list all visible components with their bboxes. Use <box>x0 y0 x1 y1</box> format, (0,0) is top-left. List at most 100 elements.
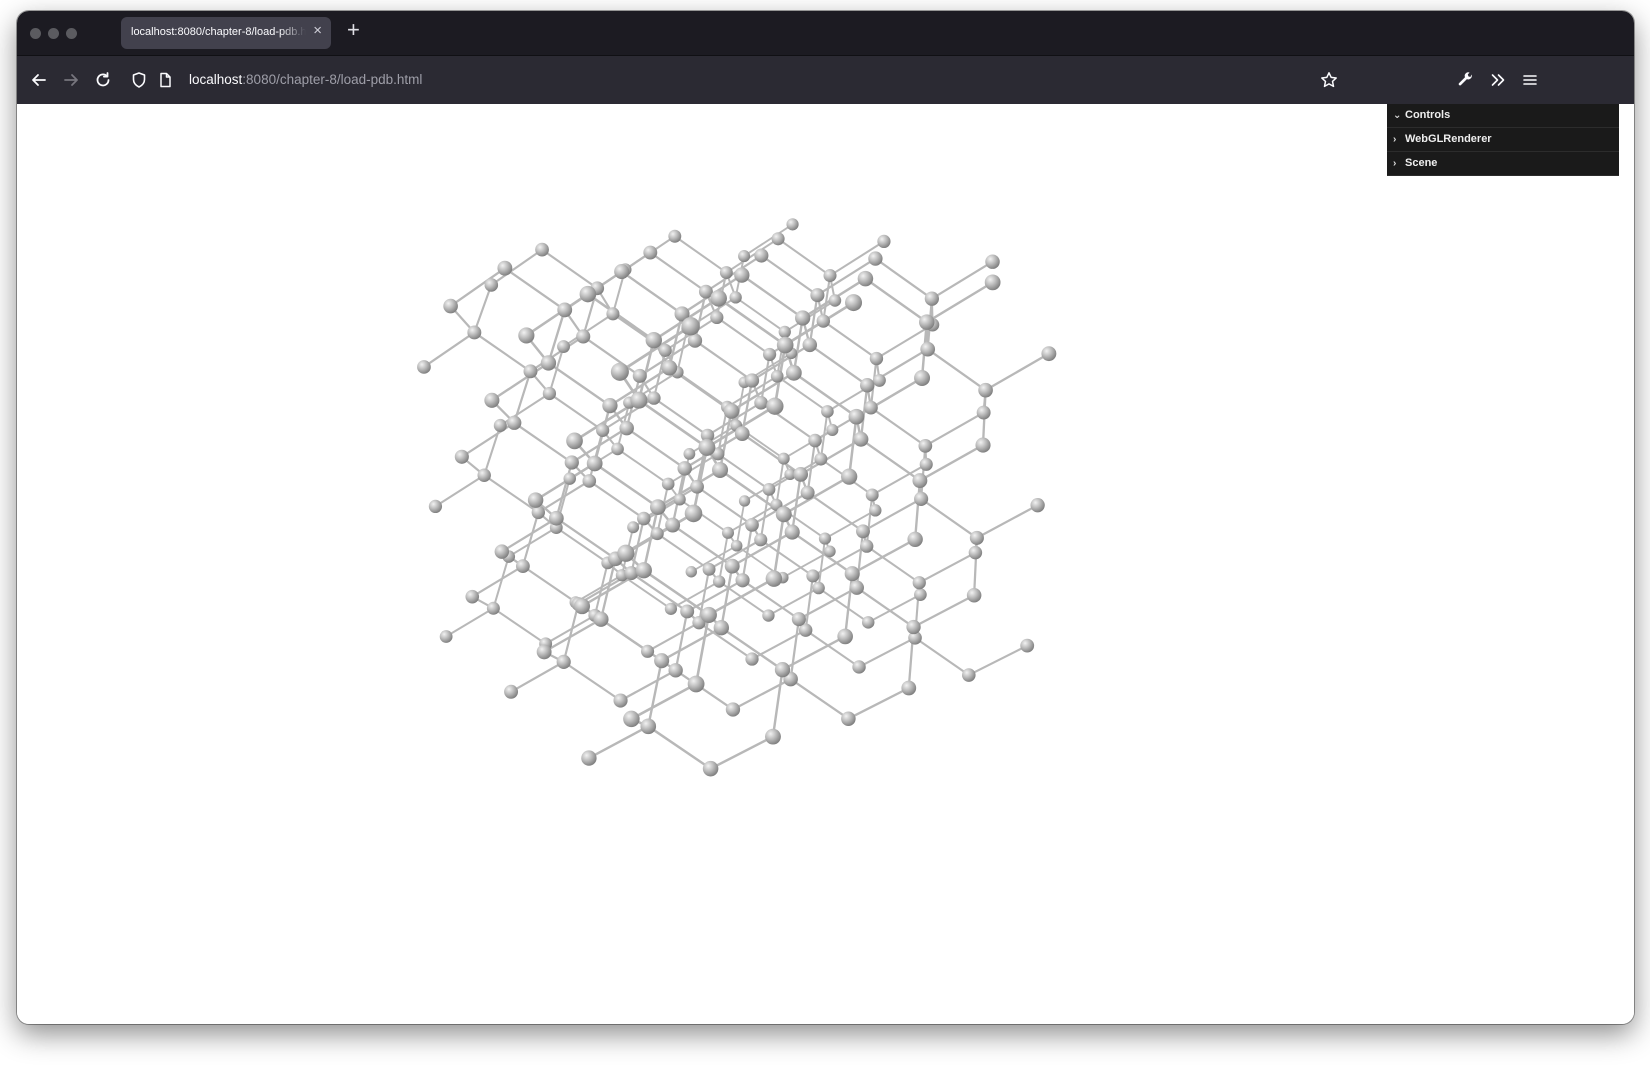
atom <box>771 232 785 246</box>
atom <box>477 468 491 482</box>
shield-icon[interactable] <box>129 70 149 90</box>
atom <box>966 588 982 603</box>
atom <box>823 545 836 558</box>
atom <box>969 530 984 545</box>
atom <box>540 355 557 371</box>
bond <box>525 292 590 337</box>
gui-folder-scene[interactable]: › Scene <box>1387 152 1619 176</box>
bond <box>473 331 532 373</box>
bond <box>652 397 709 437</box>
atom <box>978 382 993 398</box>
atom <box>853 431 869 447</box>
browser-window: localhost:8080/chapter-8/load-pdb.html ×… <box>17 11 1634 1024</box>
atom <box>698 284 713 299</box>
url-path: :8080/chapter-8/load-pdb.html <box>242 72 423 87</box>
page-icon[interactable] <box>155 70 175 90</box>
atom <box>859 378 875 393</box>
bond <box>588 479 645 520</box>
atom <box>635 562 652 579</box>
atom <box>868 251 883 266</box>
atom <box>821 405 834 418</box>
bond <box>984 352 1051 392</box>
atom <box>814 452 828 466</box>
wrench-icon[interactable] <box>1456 70 1476 90</box>
bond <box>618 324 693 374</box>
atom <box>907 531 923 547</box>
molecule-canvas[interactable] <box>17 104 1634 1024</box>
bond <box>548 392 604 432</box>
bond <box>637 398 709 449</box>
tab-close-icon[interactable]: × <box>313 22 322 39</box>
bond <box>824 509 877 540</box>
bond <box>717 452 770 491</box>
bond <box>593 561 609 617</box>
arrow-left-icon[interactable] <box>29 70 49 90</box>
bond <box>806 439 817 494</box>
atom <box>795 310 811 326</box>
bond <box>620 574 672 610</box>
atom <box>798 623 813 637</box>
bond <box>537 479 591 514</box>
bond <box>667 452 720 485</box>
atom <box>744 373 760 388</box>
atom <box>574 598 591 615</box>
atom <box>762 483 776 496</box>
bond <box>500 517 558 553</box>
bond <box>697 568 711 624</box>
reload-icon[interactable] <box>93 70 113 90</box>
zoom-window-button[interactable] <box>66 28 77 39</box>
atom <box>549 510 564 526</box>
atom <box>507 415 522 430</box>
gui-folder-webglrenderer[interactable]: › WebGLRenderer <box>1387 128 1619 152</box>
atom <box>617 544 635 562</box>
atom <box>724 558 740 574</box>
bond <box>720 626 784 671</box>
atom <box>582 474 597 488</box>
atom <box>837 628 853 645</box>
browser-tab[interactable]: localhost:8080/chapter-8/load-pdb.html × <box>121 17 331 49</box>
atom <box>912 576 926 590</box>
atom <box>841 468 858 485</box>
atom <box>596 423 610 437</box>
new-tab-button[interactable]: + <box>347 17 360 42</box>
atom <box>754 533 768 547</box>
atom <box>645 331 663 349</box>
minimize-window-button[interactable] <box>48 28 59 39</box>
bond <box>797 586 858 621</box>
star-icon[interactable] <box>1319 70 1339 90</box>
chevron-double-right-icon[interactable] <box>1488 70 1508 90</box>
atom <box>586 455 603 472</box>
bond <box>582 335 641 377</box>
atom <box>563 472 576 485</box>
atom <box>527 492 544 508</box>
bond <box>925 281 994 324</box>
atom <box>497 260 513 276</box>
atom <box>536 644 552 660</box>
atom <box>515 559 530 573</box>
atom <box>581 750 597 766</box>
bond <box>674 610 689 672</box>
atom <box>914 369 931 386</box>
address-bar[interactable]: localhost:8080/chapter-8/load-pdb.html <box>189 72 422 87</box>
atom <box>919 314 935 330</box>
atom <box>793 467 809 482</box>
atom <box>975 437 991 453</box>
atom <box>602 397 618 414</box>
bond <box>422 331 476 369</box>
bond <box>741 432 802 476</box>
bond <box>725 237 780 274</box>
hamburger-menu-icon[interactable] <box>1520 70 1540 90</box>
arrow-right-icon[interactable] <box>61 70 81 90</box>
atom <box>920 341 936 357</box>
bond <box>781 635 847 671</box>
bond <box>811 545 868 577</box>
atom <box>828 294 842 307</box>
bond <box>731 677 792 711</box>
close-window-button[interactable] <box>30 28 41 39</box>
atom <box>775 506 792 523</box>
atom <box>860 539 874 553</box>
bond <box>828 240 885 277</box>
atom <box>637 511 651 526</box>
gui-folder-controls[interactable]: ⌄ Controls <box>1387 104 1619 128</box>
bond-group <box>422 223 1051 770</box>
